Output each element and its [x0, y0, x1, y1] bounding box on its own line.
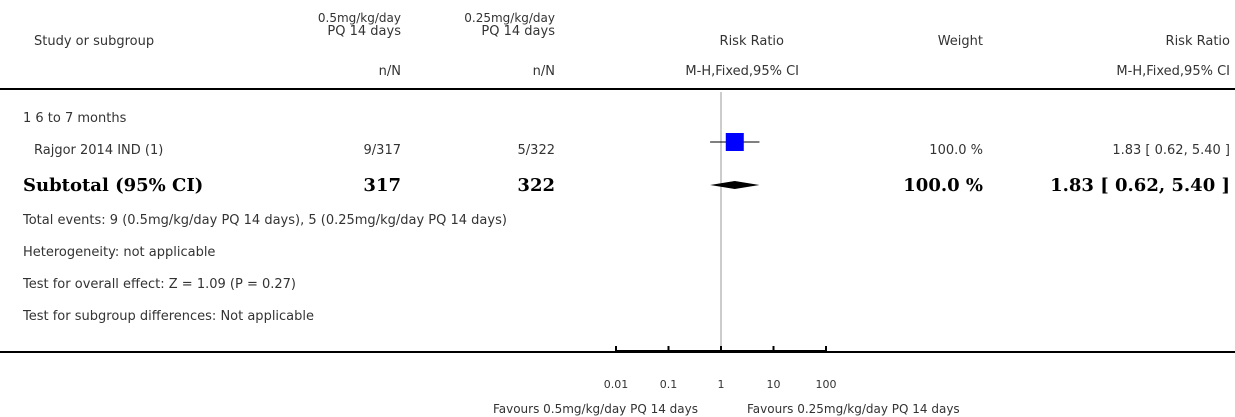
- study-name: Rajgor 2014 IND (1): [34, 143, 164, 158]
- heterogeneity-note: Heterogeneity: not applicable: [23, 245, 216, 260]
- subtotal-ci-text: 1.83 [ 0.62, 5.40 ]: [1050, 175, 1230, 196]
- header-divider: [0, 88, 1235, 90]
- favours-left-label: Favours 0.5mg/kg/day PQ 14 days: [492, 402, 698, 416]
- pooled-estimate-diamond: [710, 181, 760, 189]
- study-events-group1: 9/317: [363, 143, 401, 158]
- study-events-group2: 5/322: [517, 143, 555, 158]
- effect-column-header: Risk Ratio: [719, 34, 784, 49]
- group1-header-line1: 0.5mg/kg/day: [317, 11, 401, 25]
- x-axis-tick-label: 100: [816, 378, 837, 391]
- subtotal-weight: 100.0 %: [903, 175, 983, 196]
- effect-method-subheader-right: M-H,Fixed,95% CI: [1116, 64, 1230, 79]
- effect-column-header-right: Risk Ratio: [1165, 34, 1230, 49]
- study-ci-text: 1.83 [ 0.62, 5.40 ]: [1112, 143, 1230, 158]
- subtotal-total-group1: 317: [363, 175, 401, 196]
- group1-subheader: n/N: [378, 64, 401, 79]
- x-axis-tick-label: 0.01: [604, 378, 629, 391]
- group1-header-line2: PQ 14 days: [327, 24, 401, 39]
- overall-effect-note: Test for overall effect: Z = 1.09 (P = 0…: [23, 277, 296, 292]
- total-events-note: Total events: 9 (0.5mg/kg/day PQ 14 days…: [23, 213, 507, 228]
- study-weight: 100.0 %: [929, 143, 983, 158]
- x-axis-tick-label: 1: [718, 378, 725, 391]
- x-axis-tick-label: 10: [767, 378, 781, 391]
- group2-subheader: n/N: [532, 64, 555, 79]
- study-column-header: Study or subgroup: [34, 34, 155, 49]
- subtotal-label: Subtotal (95% CI): [23, 175, 204, 196]
- group2-header-line2: PQ 14 days: [481, 24, 555, 39]
- subtotal-total-group2: 322: [517, 175, 555, 196]
- study-point-estimate: [725, 133, 744, 151]
- weight-column-header: Weight: [937, 34, 983, 49]
- x-axis-tick-label: 0.1: [660, 378, 678, 391]
- group2-header-line1: 0.25mg/kg/day: [464, 11, 555, 25]
- effect-method-subheader: M-H,Fixed,95% CI: [685, 64, 799, 79]
- subgroup-differences-note: Test for subgroup differences: Not appli…: [23, 309, 315, 324]
- favours-right-label: Favours 0.25mg/kg/day PQ 14 days: [747, 402, 960, 416]
- subgroup-label: 1 6 to 7 months: [23, 111, 127, 126]
